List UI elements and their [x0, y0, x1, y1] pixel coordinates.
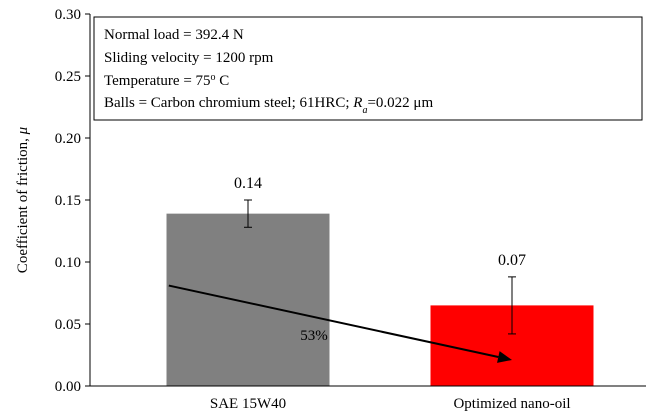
- y-tick-label: 0.05: [55, 317, 81, 333]
- error-bars: [244, 199, 516, 335]
- y-axis-ticks: 0.00 0.05 0.10 0.15 0.20 0.25 0.30: [55, 7, 90, 395]
- reduction-arrowhead: [497, 351, 512, 363]
- condition-balls: Balls = Carbon chromium steel; 61HRC; Ra…: [104, 95, 433, 116]
- x-tick-label: Optimized nano-oil: [453, 396, 570, 412]
- reduction-percent-label: 53%: [300, 328, 328, 344]
- y-tick-label: 0.25: [55, 69, 81, 85]
- condition-temperature-unit: C: [216, 73, 230, 89]
- y-axis-title: Coefficient of friction, μ: [15, 126, 31, 273]
- y-tick-label: 0.30: [55, 7, 81, 23]
- condition-roughness-symbol: R: [352, 95, 362, 111]
- test-conditions-box: Normal load = 392.4 N Sliding velocity =…: [93, 16, 643, 121]
- condition-roughness-subscript: a: [362, 105, 367, 116]
- condition-balls-text: Balls = Carbon chromium steel; 61HRC;: [104, 95, 353, 111]
- x-tick-label: SAE 15W40: [210, 396, 286, 412]
- bar-value-label: 0.07: [498, 252, 526, 269]
- data-labels: 0.14 0.07: [234, 175, 526, 269]
- condition-roughness-value: =0.022 μm: [367, 95, 433, 111]
- bar: [166, 213, 330, 386]
- condition-temperature-value: Temperature = 75: [104, 73, 211, 89]
- y-tick-label: 0.10: [55, 255, 81, 271]
- condition-normal-load: Normal load = 392.4 N: [104, 27, 244, 43]
- reduction-arrow: [168, 284, 499, 358]
- y-tick-label: 0.15: [55, 193, 81, 209]
- x-axis-tick-labels: SAE 15W40 Optimized nano-oil: [210, 396, 571, 412]
- bar-value-label: 0.14: [234, 175, 262, 192]
- condition-sliding-velocity: Sliding velocity = 1200 rpm: [104, 50, 274, 66]
- reduction-annotation: 53%: [168, 284, 512, 363]
- condition-temperature-degree: o: [211, 72, 216, 83]
- conditions-box-frame: [93, 16, 643, 121]
- y-tick-label: 0.00: [55, 379, 81, 395]
- y-axis-title-symbol: μ: [15, 126, 31, 135]
- y-axis-title-text: Coefficient of friction,: [15, 134, 31, 273]
- condition-temperature: Temperature = 75o C: [104, 72, 229, 90]
- y-tick-label: 0.20: [55, 131, 81, 147]
